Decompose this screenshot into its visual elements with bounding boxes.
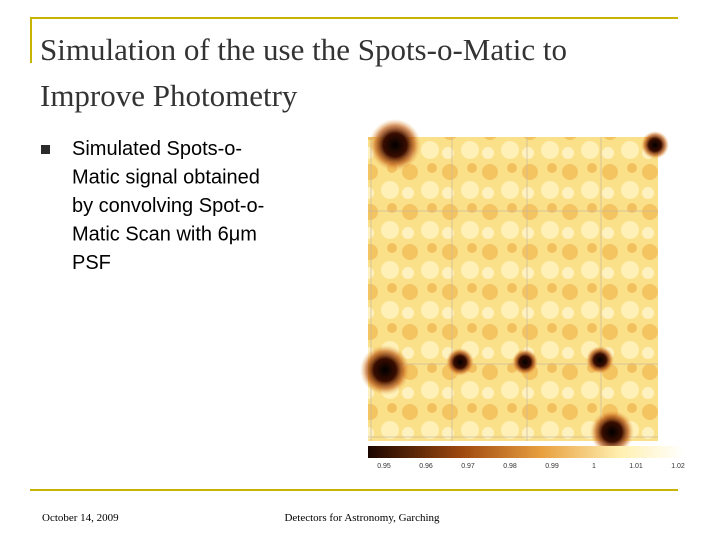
bullet-line: Matic Scan with 6μm	[72, 224, 257, 246]
colorbar-label: 0.97	[461, 463, 475, 470]
title-line: Simulation of the use the Spots-o-Matic …	[40, 32, 567, 67]
bullet-marker	[41, 145, 50, 154]
title-line: Improve Photometry	[40, 78, 298, 113]
colorbar	[368, 446, 684, 458]
footer-event: Detectors for Astronomy, Garching	[284, 512, 440, 524]
colorbar-label: 0.98	[503, 463, 517, 470]
colorbar-labels: 0.95 0.96 0.97 0.98 0.99 1 1.01 1.02	[377, 463, 685, 470]
colorbar-label: 1	[592, 463, 596, 470]
bullet-line: PSF	[72, 252, 111, 274]
heatmap-image	[360, 119, 669, 454]
title-frame	[30, 17, 678, 491]
colorbar-label: 0.96	[419, 463, 433, 470]
bullet-line: Matic signal obtained	[72, 167, 260, 189]
colorbar-label: 1.01	[629, 463, 643, 470]
bullet-line: Simulated Spots-o-	[72, 138, 242, 160]
colorbar-label: 1.02	[671, 463, 685, 470]
bullet-text: Simulated Spots-o- Matic signal obtained b…	[72, 138, 264, 274]
footer-date: October 14, 2009	[42, 512, 119, 524]
bullet-line: by convolving Spot-o-	[72, 195, 264, 217]
colorbar-label: 0.99	[545, 463, 559, 470]
colorbar-label: 0.95	[377, 463, 391, 470]
